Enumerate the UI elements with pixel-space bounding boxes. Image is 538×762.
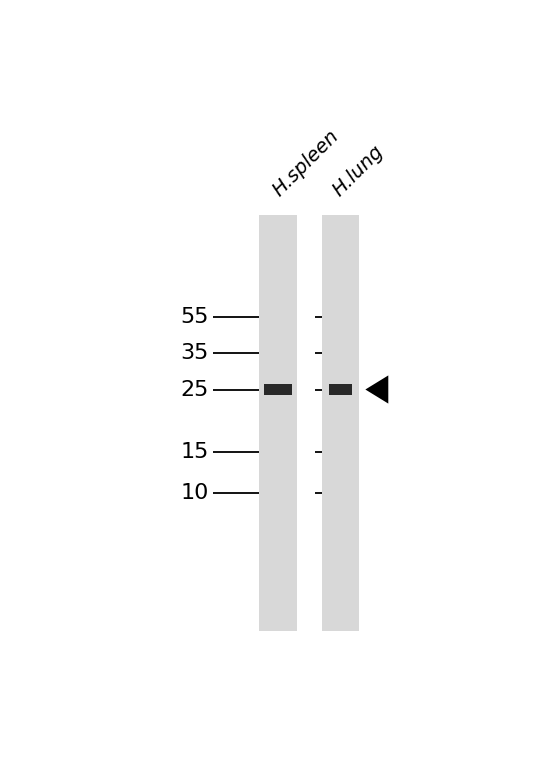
Polygon shape <box>365 376 388 404</box>
Bar <box>264 384 292 395</box>
Text: H.spleen: H.spleen <box>268 126 342 200</box>
Bar <box>259 215 296 631</box>
Text: 15: 15 <box>181 442 209 463</box>
Text: 35: 35 <box>181 343 209 363</box>
Text: H.lung: H.lung <box>329 142 387 200</box>
Bar <box>322 215 359 631</box>
Text: 10: 10 <box>181 483 209 504</box>
Bar <box>329 384 352 395</box>
Text: 25: 25 <box>181 379 209 399</box>
Text: 55: 55 <box>181 307 209 328</box>
